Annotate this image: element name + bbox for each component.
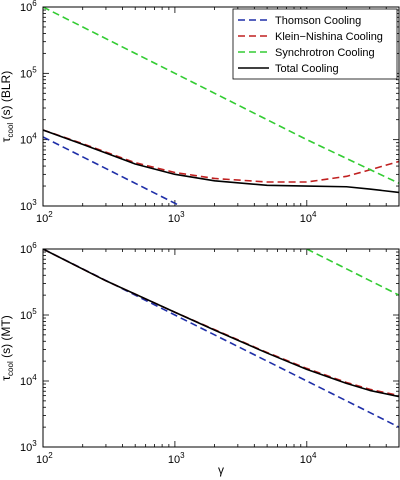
series-line-synchrotron-cooling bbox=[306, 249, 399, 296]
series-line-total-cooling bbox=[43, 249, 399, 398]
legend-label: Thomson Cooling bbox=[275, 15, 361, 27]
series-group bbox=[43, 7, 399, 206]
x-tick-label: 103 bbox=[168, 451, 185, 466]
x-tick-label: 102 bbox=[36, 451, 53, 466]
y-tick-label: 106 bbox=[20, 0, 37, 14]
y-axis-label: τcool (s) (MT) bbox=[0, 315, 15, 380]
series-line-klein-nishina-cooling bbox=[43, 129, 399, 183]
series-line-thomson-cooling bbox=[43, 249, 399, 428]
y-tick-label: 104 bbox=[20, 132, 37, 147]
series-line-total-cooling bbox=[43, 129, 399, 194]
tick-marks bbox=[42, 248, 400, 448]
legend-label: Synchrotron Cooling bbox=[275, 47, 375, 59]
legend-label: Klein−Nishina Cooling bbox=[275, 31, 383, 43]
x-tick-label: 104 bbox=[300, 451, 317, 466]
y-tick-label: 104 bbox=[20, 373, 37, 388]
series-group bbox=[43, 249, 399, 428]
legend: Thomson Cooling Klein−Nishina Cooling Sync… bbox=[232, 8, 398, 80]
y-tick-label: 105 bbox=[20, 307, 37, 322]
series-line-synchrotron-cooling bbox=[43, 7, 399, 185]
x-tick-label: 104 bbox=[300, 210, 317, 225]
y-tick-label: 103 bbox=[20, 198, 37, 213]
y-tick-label: 103 bbox=[20, 439, 37, 454]
series-line-klein-nishina-cooling bbox=[43, 249, 399, 397]
y-tick-label: 105 bbox=[20, 65, 37, 80]
x-axis-label: γ bbox=[218, 463, 224, 477]
legend-label: Total Cooling bbox=[275, 63, 339, 75]
series-line-thomson-cooling bbox=[43, 136, 181, 206]
x-tick-label: 103 bbox=[168, 210, 185, 225]
plot-frame bbox=[42, 6, 400, 207]
x-tick-label: 102 bbox=[36, 210, 53, 225]
plot-frame bbox=[42, 248, 400, 448]
y-axis-label: τcool (s) (BLR) bbox=[0, 71, 15, 142]
y-tick-label: 106 bbox=[20, 241, 37, 256]
